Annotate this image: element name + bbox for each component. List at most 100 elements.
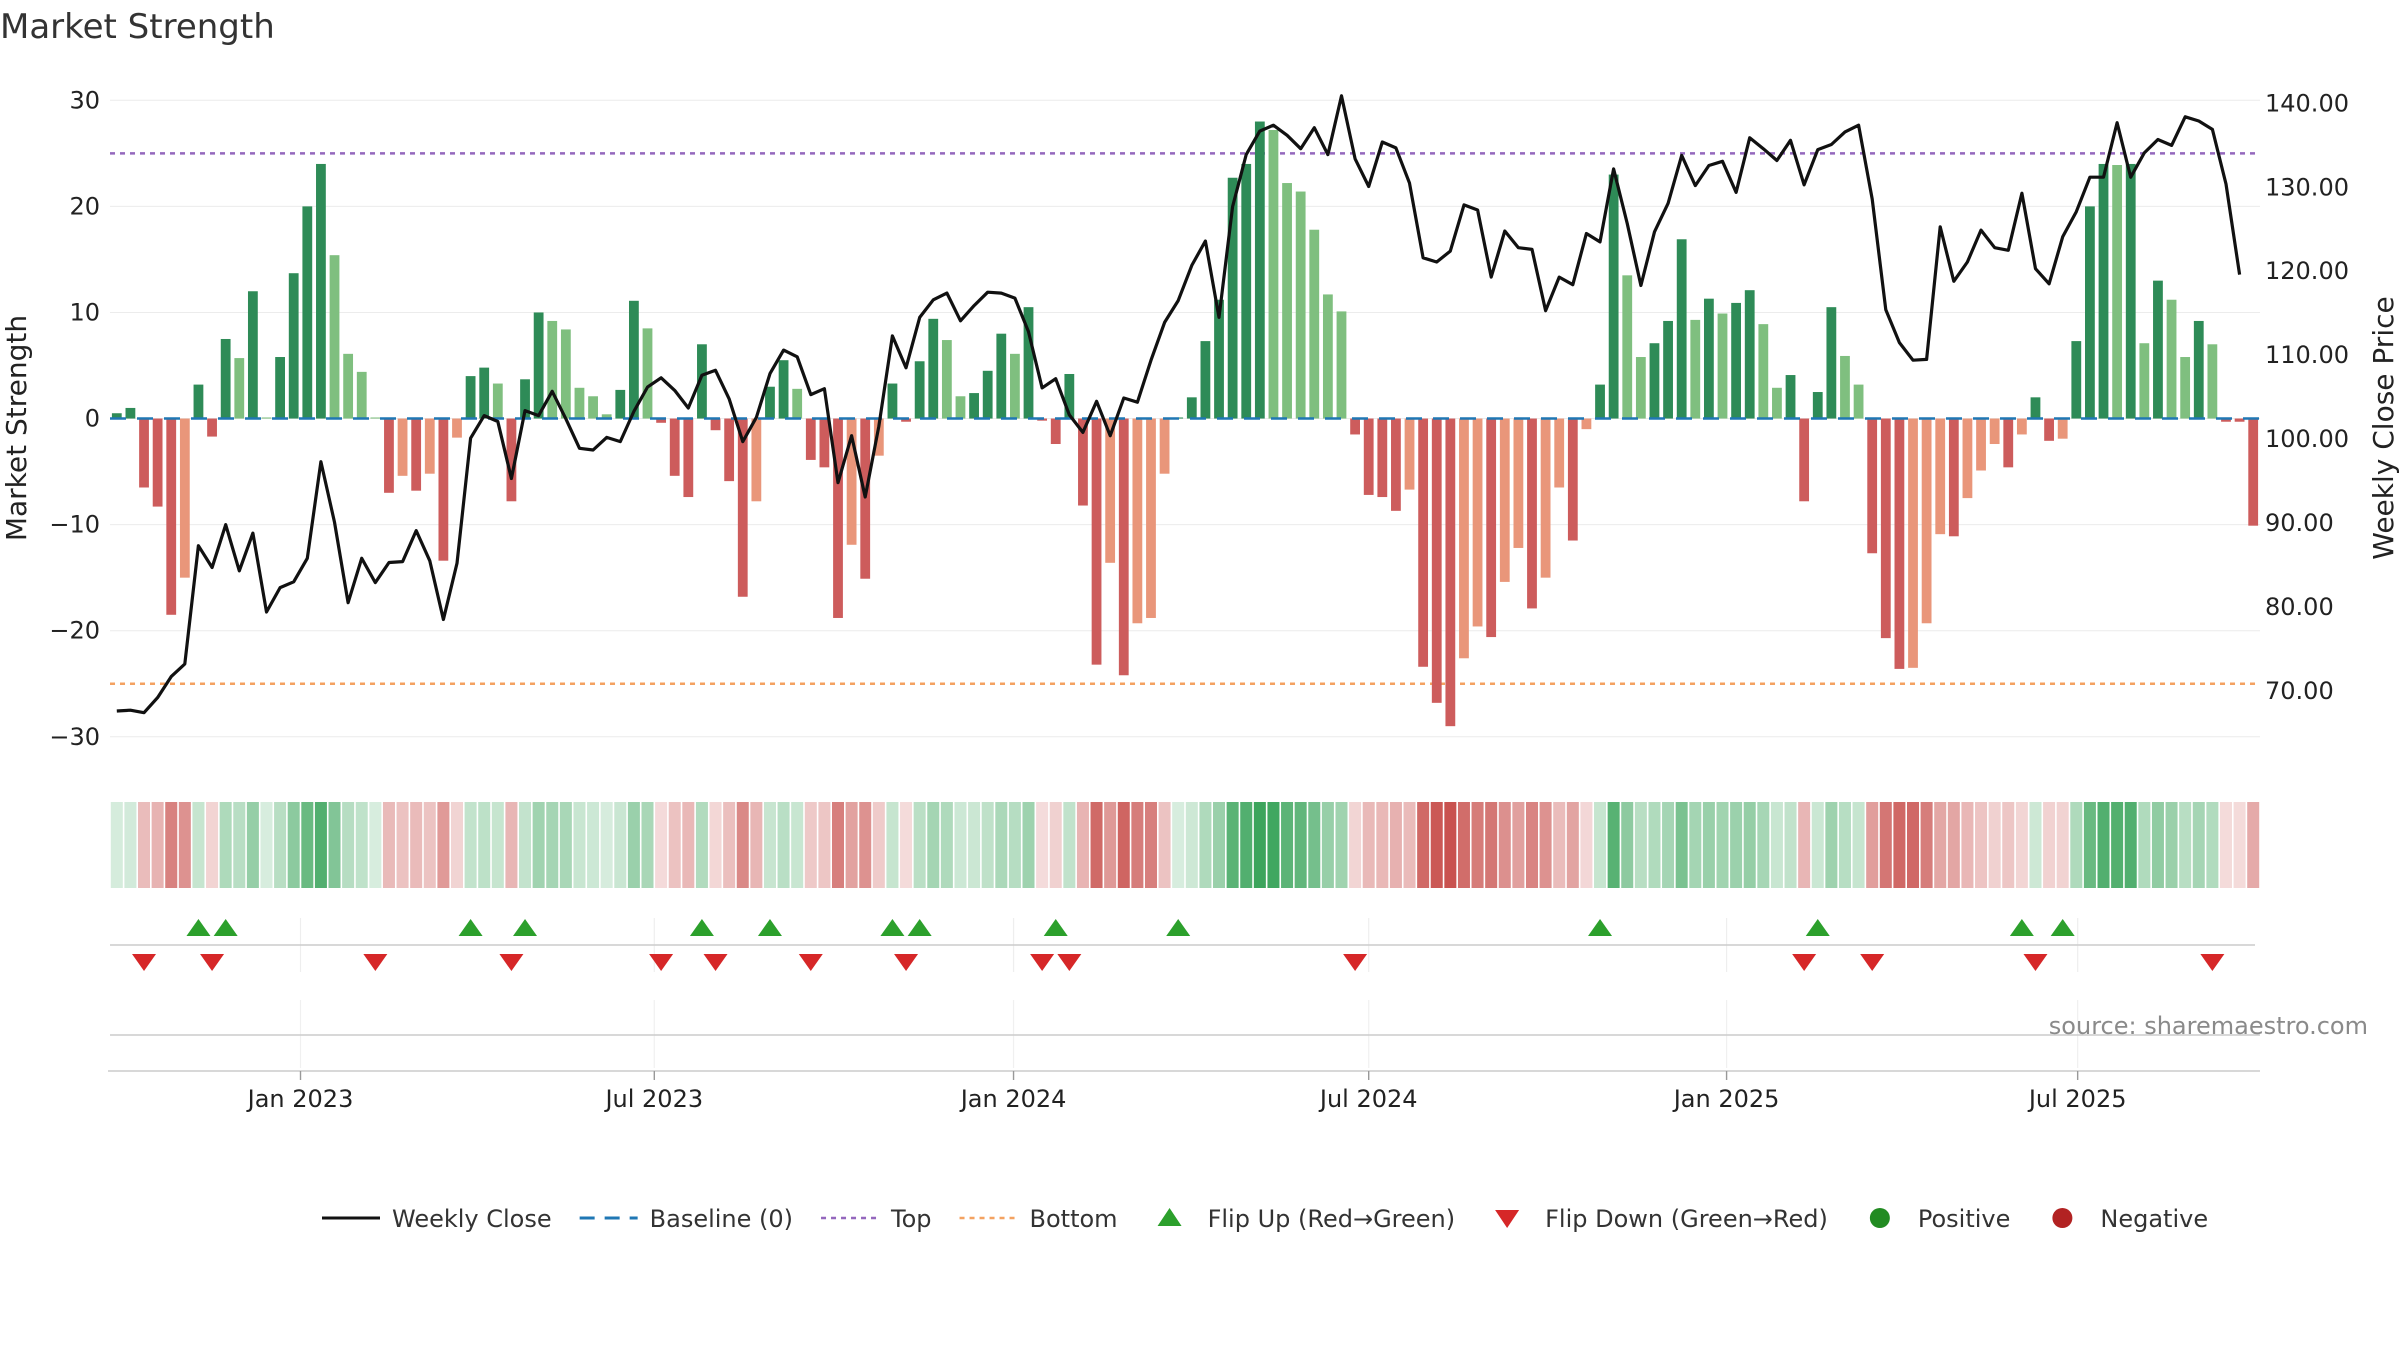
strength-bar: [1404, 418, 1415, 490]
strength-bar: [1159, 418, 1170, 474]
strength-bar: [1322, 294, 1333, 419]
strength-bar: [1690, 319, 1701, 419]
strength-bar: [1758, 324, 1769, 419]
strength-bar: [1377, 418, 1388, 498]
strength-bar: [1336, 311, 1347, 419]
heat-cell: [1049, 802, 1062, 888]
strength-bar: [751, 418, 762, 502]
strength-bar: [1567, 418, 1578, 541]
legend-label: Baseline (0): [650, 1205, 793, 1233]
heat-cell: [587, 802, 600, 888]
legend-item: Flip Down (Green→Red): [1495, 1205, 1828, 1233]
strength-bar: [1459, 418, 1469, 659]
strength-bar: [316, 163, 326, 419]
strength-bar: [697, 344, 707, 419]
strength-bar: [1486, 418, 1497, 638]
strength-bar: [1676, 239, 1687, 419]
heat-cell: [1281, 802, 1294, 888]
strength-bar: [1908, 418, 1918, 668]
strength-bar: [1649, 343, 1660, 419]
legend-item: Bottom: [959, 1205, 1118, 1233]
strength-bar: [615, 389, 626, 419]
heat-cell: [1893, 802, 1906, 888]
strength-bar: [982, 370, 993, 419]
strength-bar: [1595, 384, 1605, 419]
y2-axis-label: Weekly Close Price: [2367, 296, 2400, 559]
heat-cell: [1389, 802, 1402, 888]
strength-bar: [302, 206, 313, 419]
flip-up-marker: [1166, 919, 1191, 936]
y-axis-label: Market Strength: [0, 315, 33, 541]
heat-cell: [2083, 802, 2096, 888]
heat-cell: [900, 802, 913, 888]
heat-cell: [2206, 802, 2219, 888]
legend-label: Positive: [1918, 1205, 2011, 1233]
heat-cell: [1226, 802, 1239, 888]
heat-cell: [1920, 802, 1933, 888]
heat-cell: [1362, 802, 1375, 888]
legend-label: Bottom: [1030, 1205, 1118, 1233]
strength-bar: [1064, 373, 1075, 419]
strength-bar: [2248, 418, 2259, 526]
heat-cell: [369, 802, 382, 888]
heat-cell: [872, 802, 885, 888]
strength-bar: [1118, 418, 1129, 676]
strength-bar: [1948, 418, 1959, 537]
x-axis-ticks: Jan 2023 Jul 2023 Jan 2024 Jul 2024 Jan 2025…: [246, 1071, 2126, 1113]
strength-bar: [2221, 418, 2231, 422]
strength-bar: [656, 418, 667, 423]
heat-cell: [1498, 802, 1511, 888]
strength-bar: [2153, 280, 2163, 419]
heat-cell: [2097, 802, 2110, 888]
heat-cell: [886, 802, 899, 888]
legend-item: Flip Up (Red→Green): [1157, 1205, 1455, 1233]
strength-bar: [833, 418, 843, 618]
strength-bar: [370, 417, 381, 419]
heat-cell: [233, 802, 246, 888]
heat-cell: [859, 802, 872, 888]
heat-cell: [709, 802, 722, 888]
flip-down-marker: [703, 954, 728, 971]
strength-bar: [1200, 341, 1211, 419]
strength-bar: [1472, 418, 1483, 627]
strength-bar: [1554, 418, 1565, 488]
heat-cell: [1104, 802, 1117, 888]
strength-bar: [533, 312, 544, 419]
strength-bar: [683, 418, 694, 498]
heat-cell: [2247, 802, 2260, 888]
heat-cell: [1716, 802, 1729, 888]
strength-bar: [1731, 302, 1742, 419]
strength-bar: [424, 418, 435, 474]
flip-down-marker: [2200, 954, 2225, 971]
heat-cell: [791, 802, 804, 888]
heat-cell: [954, 802, 967, 888]
flip-up-marker: [1588, 919, 1613, 936]
strength-bar: [941, 340, 952, 419]
heat-cell: [2219, 802, 2232, 888]
heat-cell: [981, 802, 994, 888]
strength-bar: [1935, 418, 1946, 535]
strength-bar: [1091, 418, 1102, 665]
heat-cell: [1607, 802, 1620, 888]
strength-bar: [588, 396, 598, 419]
x-tick-label: Jan 2023: [246, 1085, 354, 1113]
y-tick-label: 30: [69, 86, 100, 114]
heat-cell: [1117, 802, 1130, 888]
strength-bar: [574, 387, 585, 419]
strength-bar: [1132, 418, 1143, 624]
heat-cell: [1158, 802, 1171, 888]
flip-up-marker: [907, 919, 932, 936]
heat-cell: [1621, 802, 1634, 888]
heat-cell: [274, 802, 287, 888]
strength-bar: [765, 386, 775, 419]
strength-bars: [111, 121, 2259, 727]
heat-cell: [2124, 802, 2137, 888]
strength-bar: [1921, 418, 1932, 624]
strength-bar: [1499, 418, 1510, 582]
strength-bar: [2057, 418, 2068, 439]
strength-bar: [1186, 397, 1197, 419]
x-tick-label: Jul 2024: [1318, 1085, 1418, 1113]
heat-cell: [927, 802, 940, 888]
legend-swatch-negative: [2052, 1208, 2073, 1228]
strength-bar: [1608, 174, 1619, 419]
